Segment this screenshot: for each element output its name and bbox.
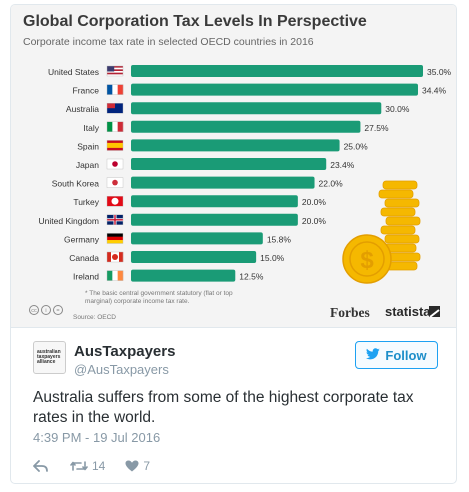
category-label-australia: Australia [66, 104, 99, 114]
coin-stack-icon [378, 180, 421, 271]
infographic-image[interactable]: Global Corporation Tax Levels In Perspec… [11, 5, 456, 327]
flag-germany-icon [106, 233, 124, 244]
flag-united-states-icon [106, 65, 124, 77]
user-handle[interactable]: @AusTaxpayers [74, 362, 169, 377]
retweet-count: 14 [92, 459, 106, 473]
bar-turkey [131, 195, 298, 208]
forbes-logo: Forbes [330, 305, 370, 320]
flag-canada-icon [106, 251, 124, 263]
twitter-bird-icon [366, 347, 381, 363]
value-label-ireland: 12.5% [239, 272, 264, 282]
value-label-germany: 15.8% [267, 234, 292, 244]
value-label-australia: 30.0% [385, 104, 410, 114]
follow-button[interactable]: Follow [355, 341, 438, 369]
value-label-italy: 27.5% [364, 123, 389, 133]
category-label-japan: Japan [76, 160, 99, 170]
follow-button-label: Follow [385, 347, 427, 363]
category-label-canada: Canada [69, 253, 99, 263]
bar-germany [131, 232, 263, 245]
value-label-united-kingdom: 20.0% [302, 216, 327, 226]
bar-spain [131, 139, 340, 152]
value-label-japan: 23.4% [330, 160, 355, 170]
footnote: * The basic central government statutory… [85, 290, 233, 305]
bar-ireland [131, 269, 236, 282]
display-name[interactable]: AusTaxpayers [74, 343, 176, 360]
flag-united-kingdom-icon [106, 214, 124, 226]
source-label: Source: OECD [73, 314, 116, 321]
flag-italy-icon [106, 121, 124, 133]
bar-united-states [131, 65, 423, 77]
creative-commons-icon: cc [29, 305, 39, 315]
category-label-united-kingdom: United Kingdom [39, 216, 99, 226]
bar-france [131, 83, 418, 96]
flag-australia-icon [106, 102, 124, 114]
heart-icon [125, 460, 139, 472]
dollar-coin-icon: $ [342, 234, 392, 284]
category-label-united-states: United States [48, 67, 99, 77]
category-label-south-korea: South Korea [52, 179, 100, 189]
category-label-turkey: Turkey [73, 197, 99, 207]
retweet-button[interactable]: 14 [70, 459, 105, 473]
flag-spain-icon [106, 140, 124, 151]
chart-subtitle: Corporate income tax rate in selected OE… [23, 36, 314, 48]
category-label-germany: Germany [64, 234, 100, 244]
bar-united-kingdom [131, 213, 298, 226]
no-derivatives-icon: = [53, 305, 63, 315]
category-label-spain: Spain [77, 141, 99, 151]
bar-japan [131, 158, 327, 170]
flag-turkey-icon [106, 195, 124, 207]
flag-japan-icon [106, 158, 124, 170]
category-label-ireland: Ireland [73, 272, 99, 282]
bar-italy [131, 120, 361, 133]
category-label-france: France [73, 86, 100, 96]
reply-button[interactable] [33, 460, 48, 472]
bar-south-korea [131, 176, 315, 189]
chart-title: Global Corporation Tax Levels In Perspec… [23, 13, 367, 30]
statista-mark-icon [429, 306, 440, 318]
value-label-france: 34.4% [422, 86, 447, 96]
category-label-italy: Italy [83, 123, 99, 133]
coin-stack-illustration: $ [342, 180, 421, 284]
flag-france-icon [106, 84, 124, 95]
value-label-spain: 25.0% [344, 141, 369, 151]
bar-chart: United States 35.0% France 34.4% Australia 30… [39, 65, 452, 284]
avatar[interactable]: australian taxpayers alliance [33, 341, 66, 374]
tweet-actions: 14 7 [33, 457, 150, 475]
value-label-united-states: 35.0% [427, 67, 452, 77]
retweet-icon [70, 460, 88, 472]
avatar-logo-text: australian taxpayers alliance [37, 349, 61, 365]
value-label-south-korea: 22.0% [319, 179, 344, 189]
value-label-turkey: 20.0% [302, 197, 327, 207]
svg-text:$: $ [360, 247, 374, 274]
bar-australia [131, 102, 382, 115]
attribution-icon: i [41, 305, 51, 315]
tweet-text: Australia suffers from some of the highe… [33, 389, 414, 426]
bar-canada [131, 251, 257, 263]
reply-icon [33, 460, 48, 472]
flag-ireland-icon [106, 270, 124, 281]
tweet-timestamp[interactable]: 4:39 PM - 19 Jul 2016 [33, 430, 161, 445]
like-count: 7 [143, 459, 151, 473]
value-label-canada: 15.0% [260, 253, 285, 263]
statista-logo: statista [385, 304, 431, 319]
divider [11, 327, 456, 328]
like-button[interactable]: 7 [125, 459, 150, 473]
flag-south-korea-icon [106, 177, 124, 188]
tweet-card: Global Corporation Tax Levels In Perspec… [10, 4, 457, 484]
